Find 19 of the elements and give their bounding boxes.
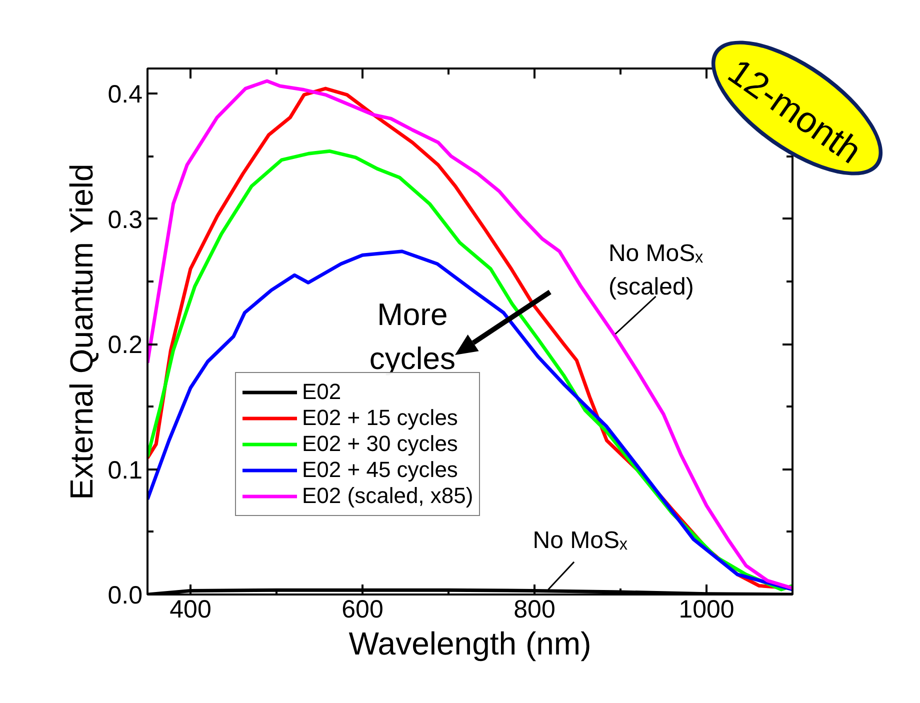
legend-label: E02 (scaled, x85) (302, 483, 474, 509)
x-tick-label: 400 (170, 596, 212, 624)
x-tick-label: 800 (514, 596, 556, 624)
y-tick-label: 0.1 (108, 456, 143, 484)
x-tick-label: 600 (342, 596, 384, 624)
y-tick-label: 0.4 (108, 80, 143, 109)
legend-label: E02 + 15 cycles (302, 405, 458, 431)
legend-label: E02 (302, 379, 342, 405)
annotation: More cycles (369, 297, 456, 376)
y-axis-title: External Quantum Yield (64, 164, 100, 500)
legend-label: E02 + 45 cycles (302, 457, 458, 483)
y-tick-label: 0.0 (108, 582, 143, 610)
annotation: No MoSₓ (532, 527, 628, 554)
y-tick-label: 0.3 (108, 206, 143, 234)
legend-label: E02 + 30 cycles (302, 431, 458, 457)
x-axis-title: Wavelength (nm) (348, 626, 592, 662)
y-tick-label: 0.2 (108, 331, 143, 360)
annotation: No MoSₓ (scaled) (608, 240, 704, 301)
x-tick-label: 1000 (678, 596, 734, 624)
